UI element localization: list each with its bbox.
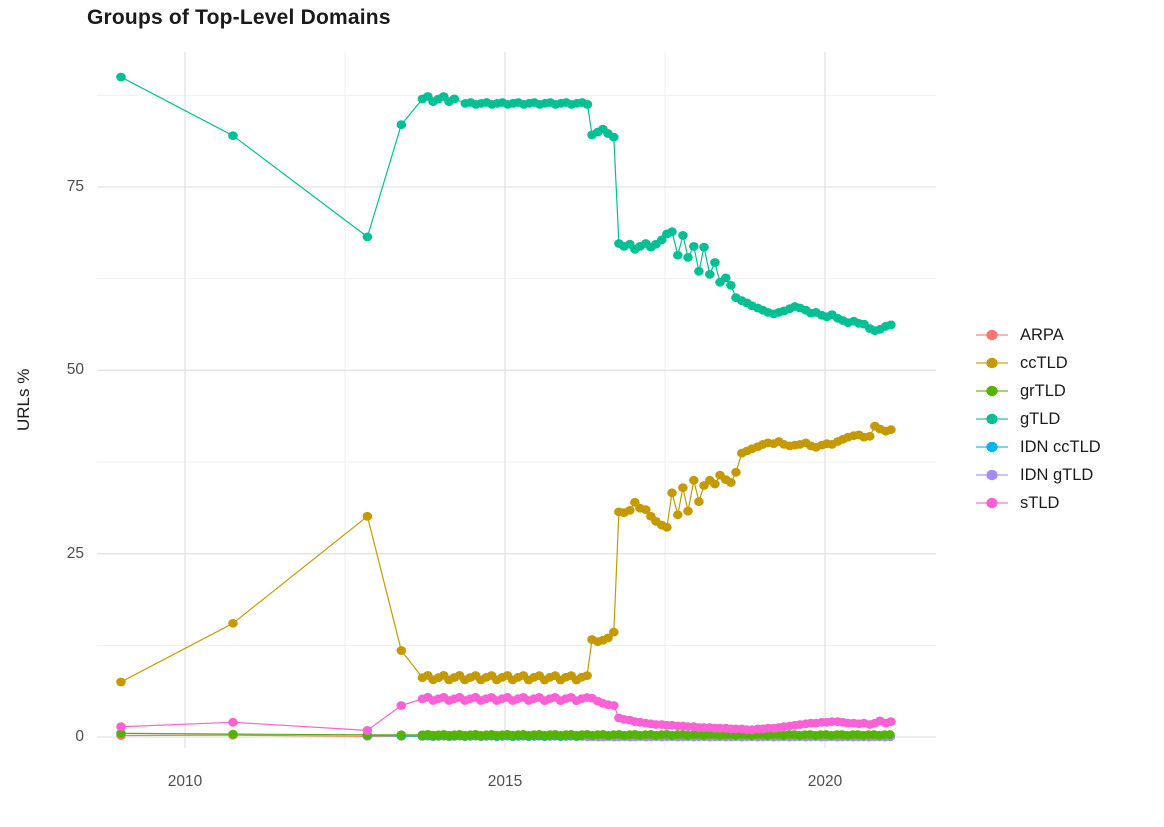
x-tick-label: 2015 [487, 773, 523, 790]
data-point [710, 479, 720, 489]
data-point [726, 478, 736, 487]
data-point [678, 483, 688, 493]
legend-item: ARPA [975, 321, 1101, 349]
data-point [116, 722, 126, 732]
data-point [886, 425, 896, 435]
legend-item: grTLD [975, 377, 1101, 405]
data-point [630, 497, 640, 507]
series-line [120, 76, 892, 332]
data-point [625, 506, 635, 515]
legend-item: gTLD [975, 405, 1101, 433]
data-point [396, 646, 407, 655]
legend-key-icon [976, 413, 1008, 425]
legend-label: IDN gTLD [1020, 465, 1094, 484]
legend-label: gTLD [1020, 409, 1061, 428]
data-point [228, 618, 238, 628]
legend-key-icon [976, 497, 1008, 509]
data-point [116, 72, 126, 82]
legend-label: IDN ccTLD [1020, 437, 1101, 456]
data-point [885, 730, 895, 739]
data-point [609, 701, 619, 710]
data-point [667, 227, 677, 237]
data-point [641, 505, 651, 515]
data-point [683, 253, 693, 262]
data-point [116, 677, 126, 687]
data-point [396, 701, 407, 710]
legend-label: sTLD [1020, 493, 1060, 512]
data-point [228, 729, 238, 739]
data-point [362, 726, 373, 735]
legend-item: ccTLD [975, 349, 1101, 377]
data-point [683, 506, 693, 516]
data-point [699, 242, 709, 252]
legend-key-icon [976, 357, 1008, 369]
data-point [609, 627, 619, 637]
chart-title: Groups of Top-Level Domains [87, 6, 391, 29]
series-grtld [116, 728, 895, 740]
data-point [116, 728, 126, 738]
legend-item: IDN gTLD [975, 461, 1101, 489]
data-point [362, 511, 373, 521]
data-point [657, 235, 667, 245]
legend-key-icon [976, 385, 1008, 397]
data-point [228, 131, 238, 141]
x-tick-label: 2010 [167, 773, 203, 790]
legend: ARPA ccTLD grTLD gTLD IDN ccTLD IDN gTLD sTLD [975, 321, 1101, 517]
series-cctld [116, 421, 896, 687]
y-tick-label: 25 [66, 544, 84, 562]
data-point [362, 232, 373, 242]
y-tick-label: 0 [75, 728, 84, 745]
data-point [726, 280, 736, 290]
legend-key-icon [976, 469, 1008, 481]
data-point [865, 431, 875, 441]
data-point [689, 242, 699, 251]
legend-key-icon [976, 441, 1008, 453]
data-point [396, 120, 407, 130]
series-gtld [116, 72, 896, 336]
data-point [667, 488, 677, 498]
legend-item: sTLD [975, 489, 1101, 517]
data-point [673, 510, 683, 520]
data-point [673, 250, 683, 260]
series-stld [116, 692, 896, 735]
data-point [609, 132, 619, 142]
data-point [705, 269, 715, 279]
data-point [603, 633, 613, 643]
legend-item: IDN ccTLD [975, 433, 1101, 461]
legend-key-icon [976, 329, 1008, 341]
legend-label: ccTLD [1020, 353, 1068, 372]
data-point [662, 522, 672, 532]
legend-label: ARPA [1020, 325, 1064, 344]
data-point [731, 467, 741, 477]
y-tick-label: 50 [66, 361, 84, 379]
data-point [582, 100, 593, 109]
data-point [886, 717, 896, 726]
data-point [396, 730, 407, 740]
data-point [886, 320, 896, 330]
data-point [449, 94, 460, 104]
data-point [694, 266, 704, 276]
data-point [582, 671, 592, 680]
x-tick-label: 2020 [807, 773, 843, 790]
y-tick-label: 75 [66, 178, 84, 195]
data-point [689, 475, 699, 485]
data-point [710, 258, 720, 267]
data-point [228, 717, 238, 727]
legend-label: grTLD [1020, 381, 1066, 400]
data-point [678, 231, 688, 240]
data-point [694, 497, 704, 506]
data-point [721, 273, 731, 283]
